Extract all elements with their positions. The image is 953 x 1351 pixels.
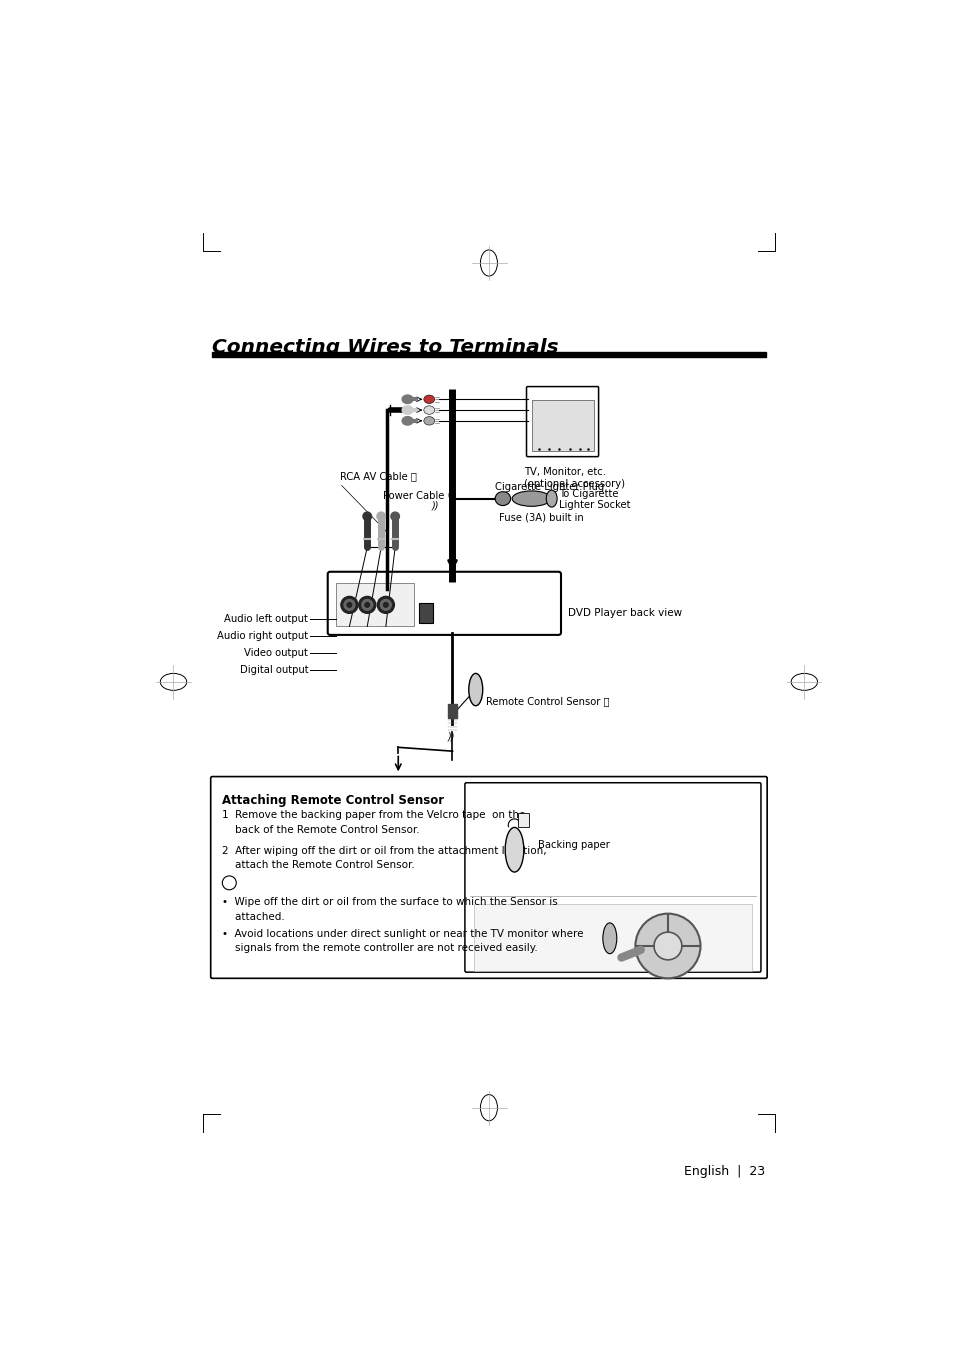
Circle shape (222, 875, 236, 890)
Bar (447, 704, 456, 719)
Text: Remote Control Sensor ⒫: Remote Control Sensor ⒫ (485, 697, 609, 707)
Ellipse shape (402, 405, 413, 415)
Text: Connecting Wires to Terminals: Connecting Wires to Terminals (212, 338, 558, 357)
Ellipse shape (505, 827, 523, 871)
Text: Audio right output: Audio right output (217, 631, 308, 640)
Bar (335, 584, 414, 627)
Ellipse shape (512, 490, 550, 507)
Text: Audio left output: Audio left output (224, 613, 308, 624)
Ellipse shape (468, 673, 482, 705)
Circle shape (376, 512, 385, 520)
Text: •  Wipe off the dirt or oil from the surface to which the Sensor is
    attached: • Wipe off the dirt or oil from the surf… (221, 897, 557, 921)
FancyBboxPatch shape (526, 386, 598, 457)
Text: •  Avoid locations under direct sunlight or near the TV monitor where
    signal: • Avoid locations under direct sunlight … (221, 929, 582, 954)
FancyBboxPatch shape (328, 571, 560, 635)
Ellipse shape (402, 416, 413, 426)
Text: TV, Monitor, etc.
(optional accessory): TV, Monitor, etc. (optional accessory) (523, 467, 624, 489)
Bar (212, 351, 765, 357)
Circle shape (340, 596, 357, 613)
Ellipse shape (423, 405, 435, 415)
Circle shape (344, 600, 355, 611)
Circle shape (358, 596, 375, 613)
Bar (517, 813, 529, 827)
Bar (531, 400, 593, 451)
FancyBboxPatch shape (464, 782, 760, 973)
Ellipse shape (423, 416, 435, 426)
Circle shape (635, 913, 700, 978)
Ellipse shape (495, 492, 510, 505)
Text: 1  Remove the backing paper from the Velcro tape  on the
    back of the Remote : 1 Remove the backing paper from the Velc… (221, 811, 524, 835)
Text: DVD Player back view: DVD Player back view (567, 608, 681, 617)
Text: Digital output: Digital output (239, 665, 308, 674)
Bar (418, 604, 433, 623)
Text: To Cigarette
Lighter Socket: To Cigarette Lighter Socket (558, 489, 630, 511)
Ellipse shape (402, 394, 413, 404)
Circle shape (361, 600, 373, 611)
Circle shape (377, 596, 394, 613)
Ellipse shape (423, 394, 435, 404)
Text: RCA AV Cable ⒦: RCA AV Cable ⒦ (340, 471, 416, 482)
Circle shape (391, 512, 399, 520)
Circle shape (383, 603, 388, 607)
Ellipse shape (546, 490, 557, 507)
Text: Attaching Remote Control Sensor: Attaching Remote Control Sensor (221, 793, 443, 807)
Text: Power Cable ①: Power Cable ① (382, 490, 456, 501)
Circle shape (654, 932, 681, 959)
Text: Fuse (3A) built in: Fuse (3A) built in (498, 512, 583, 523)
Ellipse shape (602, 923, 617, 954)
Text: )): )) (447, 732, 455, 742)
Text: )): )) (431, 501, 438, 511)
Text: Cigarette Lighter Plug: Cigarette Lighter Plug (495, 482, 604, 492)
Text: 2  After wiping off the dirt or oil from the attachment location,
    attach the: 2 After wiping off the dirt or oil from … (221, 846, 546, 870)
Bar (474, 904, 751, 970)
FancyBboxPatch shape (211, 777, 766, 978)
Circle shape (380, 600, 391, 611)
Text: English  |  23: English | 23 (683, 1166, 765, 1178)
Circle shape (347, 603, 352, 607)
Text: Video output: Video output (244, 647, 308, 658)
Circle shape (362, 512, 371, 520)
Circle shape (365, 603, 369, 607)
Text: Backing paper: Backing paper (537, 840, 609, 850)
